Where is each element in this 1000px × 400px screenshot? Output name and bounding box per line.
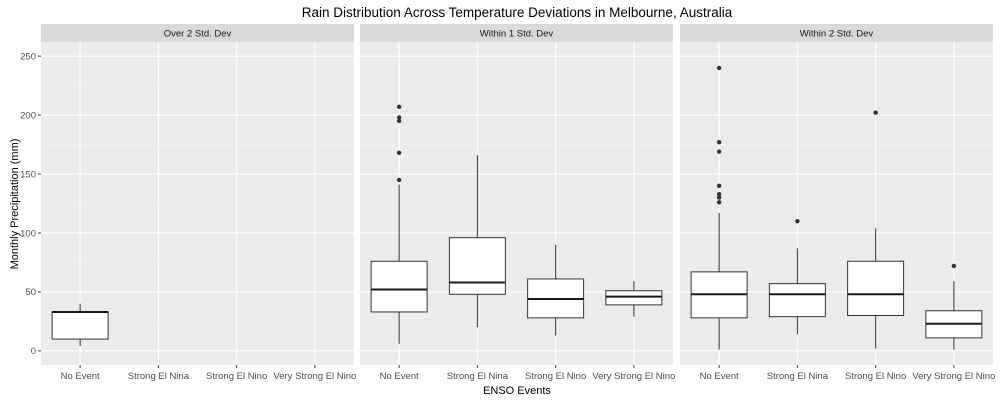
- y-axis: 0 50 100 150 200 250: [20, 51, 41, 357]
- boxplot: [605, 281, 663, 317]
- facet-panels: Over 2 Std. Dev No Event Strong El Nina Str…: [41, 24, 995, 382]
- outlier-point: [716, 65, 722, 71]
- x-tick-label: Very Strong El Nino: [273, 371, 356, 382]
- chart-title: Rain Distribution Across Temperature Dev…: [302, 5, 733, 20]
- y-axis-title: Monthly Precipitation (mm): [9, 139, 21, 270]
- outlier-point: [951, 263, 957, 269]
- x-tick-label: Strong El Nino: [206, 371, 267, 382]
- outlier-point: [716, 183, 722, 189]
- x-tick-label: Strong El Nino: [845, 371, 906, 382]
- x-tick-label: No Event: [700, 371, 739, 382]
- x-axis-title: ENSO Events: [483, 385, 551, 397]
- box-iqr: [768, 283, 826, 318]
- facet-panel: Within 1 Std. Dev No Event Strong El Nina S…: [360, 24, 675, 382]
- box-iqr: [51, 311, 109, 340]
- x-tick-label: Strong El Nina: [447, 371, 509, 382]
- outlier-point: [716, 191, 722, 197]
- facet-strip-label: Within 2 Std. Dev: [800, 29, 874, 40]
- y-tick-label: 0: [31, 346, 36, 357]
- outlier-point: [396, 177, 402, 183]
- outlier-point: [716, 149, 722, 154]
- boxplot: [527, 244, 585, 336]
- facet-strip: [360, 24, 673, 42]
- x-tick-label: Strong El Nina: [767, 371, 829, 382]
- boxplot: [847, 110, 905, 349]
- box-iqr: [847, 260, 905, 316]
- box-iqr: [605, 290, 663, 306]
- facet-strip-label: Within 1 Std. Dev: [480, 29, 554, 40]
- x-tick-label: No Event: [61, 371, 100, 382]
- y-tick-label: 50: [25, 287, 36, 298]
- y-tick-label: 150: [20, 169, 36, 180]
- boxplot: [370, 104, 428, 344]
- facet-panel: Over 2 Std. Dev No Event Strong El Nina Str…: [41, 24, 356, 382]
- outlier-point: [396, 104, 402, 110]
- x-tick-label: Very Strong El Nino: [912, 371, 995, 382]
- x-tick-label: Strong El Nino: [525, 371, 586, 382]
- box-iqr: [370, 260, 428, 313]
- x-tick-label: Strong El Nina: [128, 371, 190, 382]
- outlier-point: [716, 200, 722, 205]
- outlier-point: [716, 140, 722, 145]
- y-tick-label: 250: [20, 51, 36, 62]
- boxplot: [925, 263, 983, 350]
- facet-strip-label: Over 2 Std. Dev: [164, 29, 232, 40]
- x-tick-label: No Event: [380, 371, 419, 382]
- outlier-point: [873, 110, 878, 115]
- boxplot: [690, 65, 748, 350]
- facet-strip: [41, 24, 354, 42]
- y-tick-label: 100: [20, 228, 36, 239]
- outlier-point: [396, 115, 402, 120]
- facet-strip: [680, 24, 993, 42]
- box-iqr: [448, 237, 506, 295]
- outlier-point: [795, 218, 800, 224]
- outlier-point: [396, 118, 402, 124]
- x-tick-label: Very Strong El Nino: [592, 371, 675, 382]
- y-tick-label: 200: [20, 110, 36, 121]
- facet-panel: Within 2 Std. Dev No Event Strong El Nina S…: [680, 24, 995, 382]
- outlier-point: [396, 150, 402, 156]
- boxplot: [768, 218, 826, 335]
- boxplot: [448, 155, 506, 328]
- outlier-point: [716, 195, 722, 200]
- boxplot: [51, 303, 109, 347]
